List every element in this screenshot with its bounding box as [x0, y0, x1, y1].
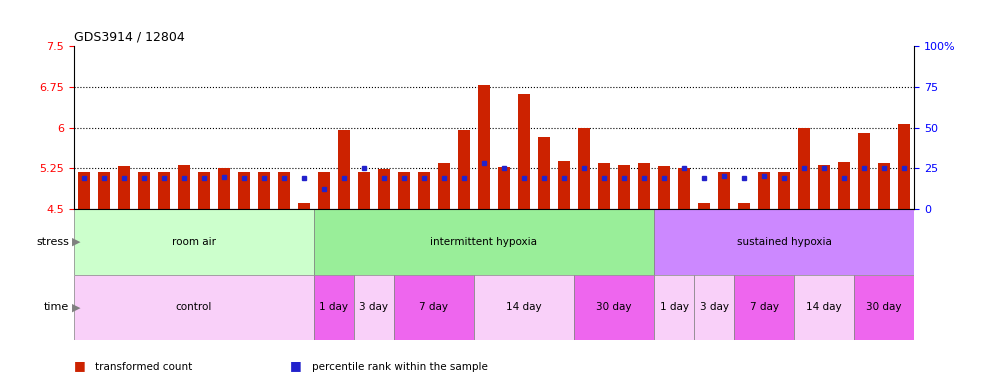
Bar [638, 163, 650, 209]
Bar [654, 275, 694, 340]
Bar [358, 172, 370, 209]
Text: stress: stress [36, 237, 69, 247]
Bar [698, 203, 710, 209]
Bar [118, 166, 130, 209]
Text: 3 day: 3 day [360, 302, 388, 312]
Bar [794, 275, 854, 340]
Bar [157, 172, 170, 209]
Bar [718, 172, 730, 209]
Bar [314, 209, 654, 275]
Text: 14 day: 14 day [806, 302, 842, 312]
Bar [898, 124, 910, 209]
Bar [558, 161, 570, 209]
Bar [818, 165, 830, 209]
Text: 3 day: 3 day [700, 302, 728, 312]
Bar [338, 131, 350, 209]
Bar [618, 165, 630, 209]
Text: ■: ■ [290, 359, 306, 372]
Bar [318, 172, 330, 209]
Text: 30 day: 30 day [866, 302, 902, 312]
Bar [458, 131, 470, 209]
Bar [678, 168, 690, 209]
Bar [838, 162, 850, 209]
Bar [394, 275, 474, 340]
Bar [377, 169, 390, 209]
Bar [694, 275, 734, 340]
Bar [354, 275, 394, 340]
Bar [578, 127, 590, 209]
Bar [298, 203, 310, 209]
Text: ■: ■ [74, 359, 89, 372]
Bar [538, 137, 549, 209]
Bar [78, 172, 89, 209]
Bar [97, 172, 110, 209]
Bar [654, 209, 914, 275]
Bar [658, 166, 670, 209]
Bar [738, 203, 750, 209]
Bar [779, 172, 790, 209]
Bar [758, 172, 770, 209]
Text: control: control [176, 302, 212, 312]
Text: intermittent hypoxia: intermittent hypoxia [431, 237, 538, 247]
Bar [258, 172, 269, 209]
Bar [218, 169, 230, 209]
Text: transformed count: transformed count [95, 362, 193, 372]
Text: time: time [43, 302, 69, 312]
Bar [518, 94, 530, 209]
Bar [138, 172, 149, 209]
Bar [478, 85, 490, 209]
Text: ▶: ▶ [72, 237, 81, 247]
Text: 7 day: 7 day [420, 302, 448, 312]
Text: percentile rank within the sample: percentile rank within the sample [312, 362, 488, 372]
Bar [734, 275, 794, 340]
Bar [858, 132, 870, 209]
Bar [74, 275, 314, 340]
Text: 30 day: 30 day [597, 302, 632, 312]
Text: 7 day: 7 day [750, 302, 779, 312]
Text: sustained hypoxia: sustained hypoxia [736, 237, 832, 247]
Bar [878, 163, 891, 209]
Bar [418, 172, 430, 209]
Text: ▶: ▶ [72, 302, 81, 312]
Text: 1 day: 1 day [319, 302, 348, 312]
Text: room air: room air [172, 237, 216, 247]
Bar [598, 163, 610, 209]
Bar [854, 275, 914, 340]
Bar [398, 172, 410, 209]
Bar [474, 275, 574, 340]
Bar [278, 172, 290, 209]
Bar [74, 209, 314, 275]
Bar [437, 163, 450, 209]
Bar [238, 172, 250, 209]
Text: 14 day: 14 day [506, 302, 542, 312]
Bar [178, 165, 190, 209]
Bar [798, 127, 810, 209]
Bar [498, 167, 510, 209]
Text: 1 day: 1 day [660, 302, 688, 312]
Bar [574, 275, 654, 340]
Text: GDS3914 / 12804: GDS3914 / 12804 [74, 30, 185, 43]
Bar [198, 172, 209, 209]
Bar [314, 275, 354, 340]
